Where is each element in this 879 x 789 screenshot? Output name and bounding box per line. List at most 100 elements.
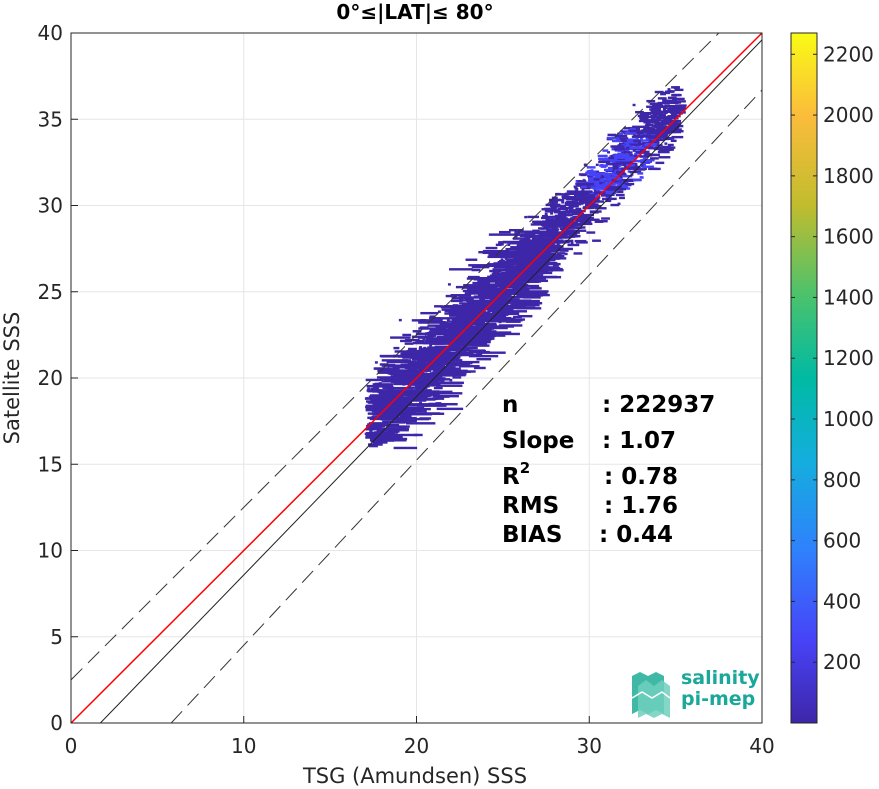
density-cell (487, 331, 512, 334)
density-cell (559, 249, 569, 252)
density-cell (398, 408, 420, 412)
density-cell (663, 111, 667, 115)
density-cell (492, 273, 519, 277)
density-cell (488, 295, 516, 299)
stat-value: : 1.76 (604, 493, 678, 519)
density-cell (449, 268, 473, 271)
density-cell (588, 193, 598, 197)
density-cell (550, 204, 560, 207)
density-cell (658, 156, 671, 159)
density-cell (454, 351, 458, 354)
density-cell (503, 299, 507, 303)
density-cell (543, 246, 556, 249)
lower-bound-line (170, 89, 762, 723)
density-cell (506, 267, 536, 270)
density-cell (623, 127, 636, 130)
density-cell (498, 312, 520, 316)
density-cell (552, 201, 558, 204)
colorbar-tick-label: 1800 (823, 164, 874, 188)
density-cell (576, 184, 582, 187)
density-cell (581, 189, 585, 192)
density-cell (656, 105, 665, 109)
density-cell (506, 250, 534, 253)
density-cell (595, 200, 605, 203)
density-cell (380, 401, 390, 405)
density-cell (370, 394, 394, 397)
density-cell (412, 341, 428, 345)
density-cell (593, 189, 597, 192)
density-cell (579, 220, 586, 224)
colorbar-tick-label: 1200 (823, 346, 874, 370)
density-cell (379, 436, 403, 439)
density-cell (413, 407, 431, 411)
wave-icon (631, 672, 671, 718)
density-cell (647, 123, 654, 127)
density-cell (588, 197, 597, 201)
density-cell (430, 372, 457, 375)
density-cell (546, 238, 556, 242)
density-cell (502, 319, 520, 323)
density-cell (418, 347, 446, 351)
density-cell (431, 402, 458, 406)
density-cell (406, 422, 436, 425)
density-cell (548, 262, 561, 266)
density-cell (610, 159, 614, 162)
density-cell (561, 247, 573, 251)
density-cell (441, 308, 454, 311)
density-cell (413, 433, 423, 437)
density-cell (657, 123, 667, 126)
density-cell (582, 214, 586, 218)
density-cell (411, 319, 442, 322)
density-cell (414, 368, 418, 371)
density-cell (392, 365, 405, 369)
density-cell (419, 401, 422, 405)
density-cell (609, 162, 622, 166)
density-cell (575, 192, 585, 196)
logo-line1: salinity (681, 667, 760, 689)
density-cell (394, 350, 410, 353)
density-cell (608, 182, 621, 185)
density-cell (427, 354, 446, 357)
stat-superscript: 2 (520, 459, 530, 477)
density-cell (390, 405, 406, 408)
density-cell (652, 121, 659, 124)
density-cell (452, 332, 474, 336)
density-cell (439, 322, 469, 326)
density-cell (446, 329, 476, 332)
density-cell (470, 292, 492, 295)
density-cell (432, 341, 463, 345)
density-cell (430, 358, 451, 362)
density-cell (407, 354, 422, 358)
density-cell (498, 324, 523, 327)
density-cell (487, 255, 514, 259)
density-cell (632, 178, 642, 182)
density-cell (605, 199, 612, 203)
density-cell (598, 157, 610, 161)
density-cell (635, 137, 639, 141)
density-cell (637, 139, 644, 142)
density-cell (507, 243, 511, 247)
density-cell (371, 404, 396, 407)
density-cell (579, 226, 586, 229)
density-cell (626, 157, 636, 161)
density-cell (614, 146, 626, 150)
density-cell (669, 119, 682, 123)
density-cell (398, 369, 423, 372)
density-cell (380, 437, 408, 441)
density-cell (643, 128, 653, 132)
density-cell (567, 223, 580, 227)
density-cell (472, 342, 488, 345)
density-cell (466, 339, 481, 343)
density-cell (547, 233, 551, 236)
density-cell (539, 244, 546, 247)
density-cell (563, 194, 567, 197)
density-cell (607, 185, 617, 189)
density-cell (393, 374, 423, 378)
density-cell (581, 186, 591, 190)
salinity-pi-mep-logo: salinity pi-mep (631, 667, 760, 718)
density-cell (639, 137, 643, 141)
density-cell (447, 283, 451, 286)
density-cell (519, 268, 549, 272)
density-cell (667, 96, 677, 100)
